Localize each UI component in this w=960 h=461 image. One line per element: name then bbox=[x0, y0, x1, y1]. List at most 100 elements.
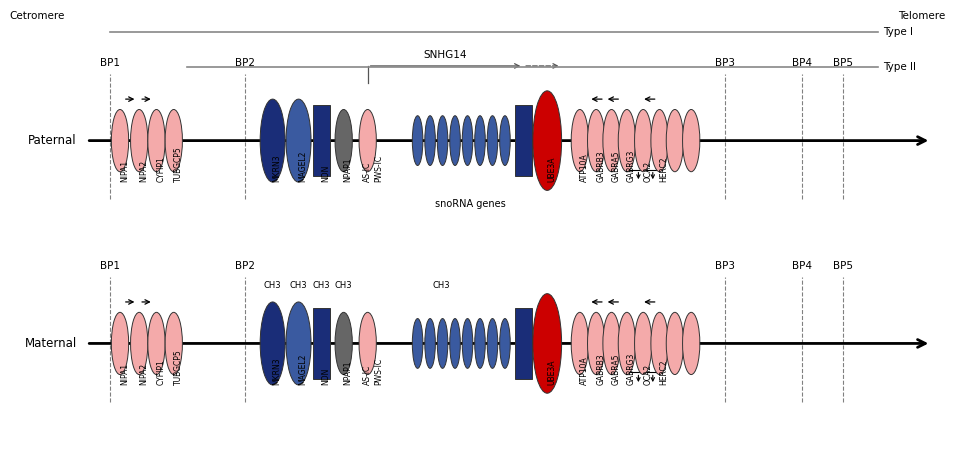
Ellipse shape bbox=[571, 110, 588, 172]
Text: OCA2: OCA2 bbox=[643, 161, 652, 182]
Ellipse shape bbox=[449, 116, 460, 165]
Ellipse shape bbox=[286, 302, 311, 385]
Text: CH3: CH3 bbox=[313, 280, 330, 290]
Text: TUBGCP5: TUBGCP5 bbox=[174, 349, 182, 385]
Ellipse shape bbox=[666, 313, 684, 374]
Ellipse shape bbox=[488, 319, 497, 368]
Ellipse shape bbox=[449, 319, 460, 368]
Text: BP3: BP3 bbox=[715, 261, 734, 271]
Text: BP4: BP4 bbox=[792, 261, 811, 271]
Text: BP1: BP1 bbox=[101, 261, 120, 271]
Text: UBE3A: UBE3A bbox=[547, 360, 556, 385]
Text: snoRNA genes: snoRNA genes bbox=[435, 199, 506, 209]
Text: NIPA2: NIPA2 bbox=[139, 363, 148, 385]
Ellipse shape bbox=[571, 313, 588, 374]
Ellipse shape bbox=[683, 313, 700, 374]
Ellipse shape bbox=[603, 110, 620, 172]
Text: BP5: BP5 bbox=[833, 261, 852, 271]
Text: PWS-IC: PWS-IC bbox=[374, 358, 383, 385]
Text: TUBGCP5: TUBGCP5 bbox=[174, 146, 182, 182]
Text: BP3: BP3 bbox=[715, 58, 734, 68]
Ellipse shape bbox=[335, 110, 352, 172]
Text: GABRB3: GABRB3 bbox=[596, 150, 605, 182]
Text: CYFIP1: CYFIP1 bbox=[156, 156, 165, 182]
Text: OCA2: OCA2 bbox=[643, 364, 652, 385]
Text: Maternal: Maternal bbox=[25, 337, 77, 350]
Text: AS-IC: AS-IC bbox=[363, 365, 372, 385]
Ellipse shape bbox=[683, 110, 700, 172]
Ellipse shape bbox=[463, 319, 472, 368]
Text: AS-IC: AS-IC bbox=[363, 162, 372, 182]
Text: MAGEL2: MAGEL2 bbox=[299, 354, 307, 385]
Bar bbox=[313, 106, 330, 176]
Ellipse shape bbox=[359, 110, 376, 172]
Text: CYFIP1: CYFIP1 bbox=[156, 359, 165, 385]
Ellipse shape bbox=[111, 313, 129, 374]
Ellipse shape bbox=[500, 319, 511, 368]
Ellipse shape bbox=[413, 319, 422, 368]
Text: NIPA1: NIPA1 bbox=[120, 363, 129, 385]
Text: GABRA5: GABRA5 bbox=[612, 354, 620, 385]
Text: ATP10A: ATP10A bbox=[580, 154, 588, 182]
Text: GABRA5: GABRA5 bbox=[612, 151, 620, 182]
Text: NDN: NDN bbox=[322, 367, 330, 385]
Text: MAGEL2: MAGEL2 bbox=[299, 151, 307, 182]
Ellipse shape bbox=[463, 116, 472, 165]
Text: BP1: BP1 bbox=[101, 58, 120, 68]
Ellipse shape bbox=[651, 110, 668, 172]
Text: Type II: Type II bbox=[883, 62, 916, 72]
Bar bbox=[313, 308, 330, 379]
Text: HERC2: HERC2 bbox=[660, 360, 668, 385]
Text: Cetromere: Cetromere bbox=[10, 11, 65, 21]
Text: Telomere: Telomere bbox=[898, 11, 945, 21]
Ellipse shape bbox=[635, 313, 652, 374]
Ellipse shape bbox=[618, 313, 636, 374]
Text: MKRN3: MKRN3 bbox=[273, 357, 281, 385]
Ellipse shape bbox=[131, 110, 148, 172]
Text: CH3: CH3 bbox=[290, 280, 307, 290]
Text: PWS-IC: PWS-IC bbox=[374, 155, 383, 182]
Text: Paternal: Paternal bbox=[28, 134, 77, 147]
Text: Type I: Type I bbox=[883, 27, 913, 37]
Text: GABRG3: GABRG3 bbox=[627, 353, 636, 385]
Ellipse shape bbox=[413, 116, 422, 165]
Text: GABRB3: GABRB3 bbox=[596, 353, 605, 385]
Ellipse shape bbox=[618, 110, 636, 172]
Text: UBE3A: UBE3A bbox=[547, 157, 556, 182]
Text: CH3: CH3 bbox=[433, 280, 450, 290]
Ellipse shape bbox=[148, 110, 165, 172]
Ellipse shape bbox=[438, 116, 447, 165]
Text: CH3: CH3 bbox=[264, 280, 281, 290]
Ellipse shape bbox=[438, 319, 447, 368]
Ellipse shape bbox=[165, 110, 182, 172]
Ellipse shape bbox=[666, 110, 684, 172]
Ellipse shape bbox=[165, 313, 182, 374]
Ellipse shape bbox=[474, 116, 485, 165]
Ellipse shape bbox=[111, 110, 129, 172]
Text: MKRN3: MKRN3 bbox=[273, 154, 281, 182]
Bar bbox=[515, 308, 532, 379]
Ellipse shape bbox=[286, 99, 311, 182]
Text: NIPA1: NIPA1 bbox=[120, 160, 129, 182]
Ellipse shape bbox=[488, 116, 497, 165]
Text: SNHG14: SNHG14 bbox=[423, 50, 468, 60]
Ellipse shape bbox=[148, 313, 165, 374]
Ellipse shape bbox=[474, 319, 485, 368]
Text: NDN: NDN bbox=[322, 165, 330, 182]
Ellipse shape bbox=[603, 313, 620, 374]
Text: GABRG3: GABRG3 bbox=[627, 150, 636, 182]
Ellipse shape bbox=[131, 313, 148, 374]
Text: NIPA2: NIPA2 bbox=[139, 160, 148, 182]
Ellipse shape bbox=[588, 110, 605, 172]
Ellipse shape bbox=[260, 99, 285, 182]
Ellipse shape bbox=[651, 313, 668, 374]
Text: NPAP1: NPAP1 bbox=[344, 158, 352, 182]
Ellipse shape bbox=[359, 313, 376, 374]
Ellipse shape bbox=[533, 91, 562, 190]
Text: BP4: BP4 bbox=[792, 58, 811, 68]
Text: ATP10A: ATP10A bbox=[580, 356, 588, 385]
Ellipse shape bbox=[424, 319, 435, 368]
Ellipse shape bbox=[500, 116, 511, 165]
Text: HERC2: HERC2 bbox=[660, 157, 668, 182]
Ellipse shape bbox=[588, 313, 605, 374]
